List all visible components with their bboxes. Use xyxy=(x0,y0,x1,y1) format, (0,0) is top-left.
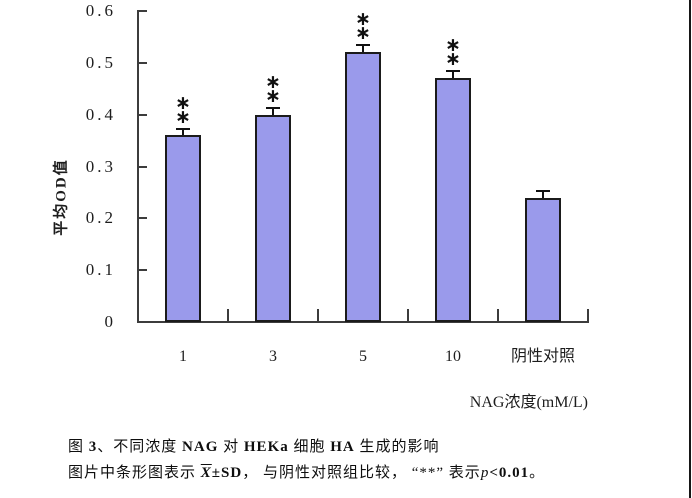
caption-segment: NAG xyxy=(182,439,219,455)
x-category-label: 阴性对照 xyxy=(510,348,575,365)
caption-line-1: 图 3、不同浓度 NAG 对 HEKa 细胞 HA 生成的影响 xyxy=(68,435,440,456)
x-tick xyxy=(227,309,229,322)
error-bar-cap xyxy=(536,190,550,193)
caption-line-2: 图片中条形图表示 X±SD， 与阴性对照组比较， “**” 表示p<0.01。 xyxy=(68,461,545,482)
x-tick xyxy=(407,309,409,322)
error-bar xyxy=(182,129,184,136)
caption-segment: HA xyxy=(330,439,355,455)
caption-segment: X xyxy=(200,465,212,481)
bar xyxy=(525,197,561,322)
significance-marker: ∗ ∗ xyxy=(445,34,461,71)
caption-segment: 生成的影响 xyxy=(354,439,440,455)
bar xyxy=(345,52,381,322)
x-category-label: 5 xyxy=(359,348,367,365)
caption-segment: ±SD xyxy=(211,465,243,481)
caption-segment: p xyxy=(480,465,490,481)
bar xyxy=(435,78,471,322)
y-axis-title: 平均OD值 xyxy=(53,158,70,236)
error-bar xyxy=(362,44,364,53)
y-tick-label: 0.6 xyxy=(85,1,116,20)
x-category-label: 1 xyxy=(179,348,187,365)
caption-segment: 对 xyxy=(218,439,244,455)
x-axis-line xyxy=(137,321,589,323)
significance-marker: ∗ ∗ xyxy=(355,7,371,44)
caption-segment: “**” xyxy=(411,465,445,481)
y-tick xyxy=(139,10,147,12)
x-tick xyxy=(497,309,499,322)
y-axis-line xyxy=(137,10,139,323)
y-tick-label: 0.1 xyxy=(85,260,116,280)
caption-segment: 细胞 xyxy=(288,439,331,455)
y-tick xyxy=(139,61,147,64)
caption-segment: ， 与阴性对照组比较， xyxy=(242,465,412,481)
y-tick xyxy=(139,113,147,116)
x-category-label: 10 xyxy=(445,348,461,365)
y-tick-label: 0.4 xyxy=(85,104,116,124)
significance-marker: ∗ ∗ xyxy=(175,92,191,129)
y-tick xyxy=(139,165,147,168)
error-bar-cap xyxy=(176,128,190,131)
significance-marker: ∗ ∗ xyxy=(265,71,281,108)
y-tick-label: 0.2 xyxy=(85,208,116,228)
caption-segment: 表示 xyxy=(444,465,481,481)
bar xyxy=(255,114,291,322)
caption-segment: HEKa xyxy=(243,439,289,455)
x-tick xyxy=(587,309,589,322)
figure-right-border xyxy=(689,0,691,498)
y-tick-label: 0 xyxy=(104,312,116,331)
caption-segment: 、不同浓度 xyxy=(97,439,183,455)
caption-segment: <0.01 xyxy=(489,465,530,481)
x-axis-title: NAG浓度(mM/L) xyxy=(469,394,588,411)
x-category-label: 3 xyxy=(269,348,277,365)
bar xyxy=(165,135,201,322)
x-tick xyxy=(317,309,319,322)
y-tick-label: 0.5 xyxy=(85,52,116,72)
caption-segment: 3 xyxy=(88,439,98,455)
caption-segment: 图片中条形图表示 xyxy=(68,465,201,481)
error-bar xyxy=(272,108,274,115)
y-tick-label: 0.3 xyxy=(85,156,116,176)
caption-segment: 图 xyxy=(68,439,89,455)
error-bar-cap xyxy=(446,70,460,73)
y-tick xyxy=(139,269,147,272)
error-bar xyxy=(542,191,544,198)
error-bar xyxy=(452,71,454,79)
caption-segment: 。 xyxy=(529,465,546,481)
error-bar-cap xyxy=(356,43,370,46)
y-tick xyxy=(139,217,147,220)
error-bar-cap xyxy=(266,107,280,110)
